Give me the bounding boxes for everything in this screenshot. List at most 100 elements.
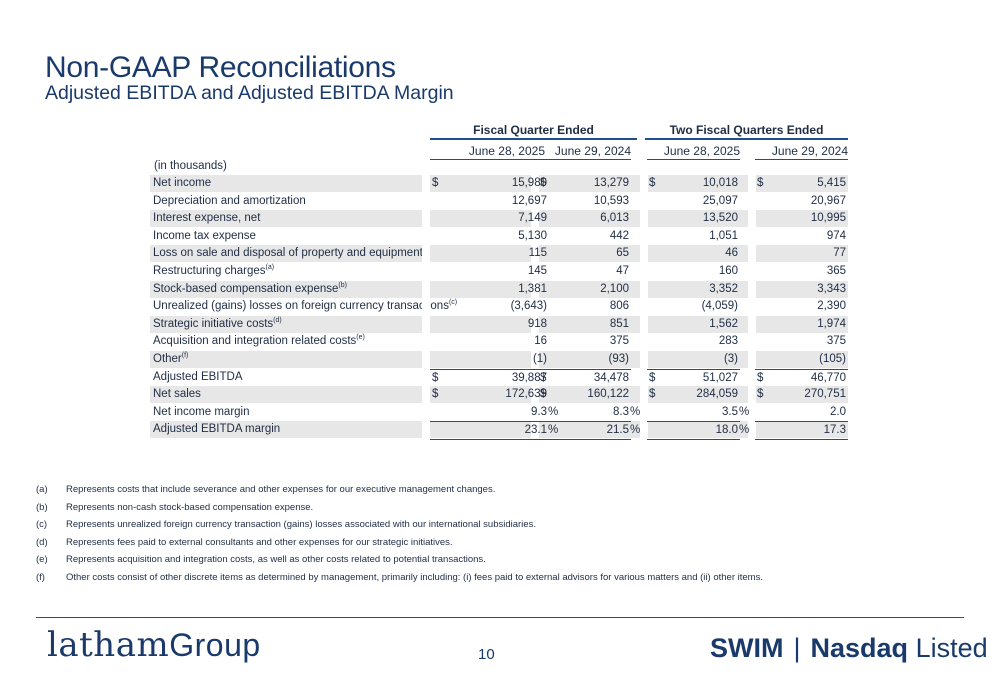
row-label-text: Adjusted EBITDA: [153, 370, 243, 383]
row-label: Unrealized (gains) losses on foreign cur…: [153, 298, 457, 315]
cell-value: 115: [528, 247, 547, 260]
cell-value: 851: [609, 317, 629, 330]
cell-value: 47: [616, 265, 629, 277]
table-cell: (93): [538, 351, 631, 368]
column-gap: [422, 298, 430, 316]
dollar-sign: $: [540, 371, 547, 384]
table-cell: 2,100: [538, 281, 631, 298]
footnote-key: (d): [36, 536, 48, 548]
table-cell: $13,279: [538, 175, 631, 192]
table-cell: 20,967: [755, 193, 848, 210]
table-row: Net income $15,980 $13,279 $10,018 $5,415: [150, 175, 848, 192]
row-label: Strategic initiative costs(d): [153, 316, 282, 333]
table-cell: 6,013: [538, 210, 631, 227]
dollar-sign: $: [540, 177, 547, 189]
cell-value: 18.0%: [716, 422, 750, 439]
table-row: Loss on sale and disposal of property an…: [150, 245, 848, 263]
row-label: Restructuring charges(a): [153, 263, 274, 280]
column-gap: [640, 368, 648, 386]
table-cell: $284,059: [647, 386, 740, 403]
column-gap: [640, 245, 648, 263]
column-gap: [422, 227, 430, 245]
table-cell: 283: [647, 333, 740, 350]
column-gap: [748, 280, 756, 298]
column-gap: [422, 351, 430, 368]
cell-value: 375: [826, 335, 846, 348]
cell-value: 6,013: [600, 212, 629, 225]
percent-sign: %: [630, 424, 641, 437]
footnote-text: Represents unrealized foreign currency t…: [66, 519, 536, 530]
column-gap: [531, 368, 539, 386]
column-gap: [748, 315, 756, 333]
column-gap: [531, 421, 539, 439]
table-cell: 974: [755, 228, 848, 245]
table-cell: 10,593: [538, 193, 631, 210]
cell-value: 145: [527, 265, 547, 277]
percent-sign: %: [548, 424, 559, 437]
cell-value: 3,343: [817, 282, 846, 295]
column-gap: [640, 315, 648, 333]
column-gap: [422, 175, 430, 192]
cell-value: 1,974: [817, 317, 846, 330]
footnote-key: (a): [36, 484, 48, 495]
cell-value: 1,051: [709, 229, 738, 242]
footnote-ref: (a): [265, 264, 275, 271]
latham-group-logo: lathamGroup: [47, 625, 261, 665]
cell-value: 10,018: [702, 177, 738, 189]
exchange-name: Nasdaq: [810, 633, 909, 663]
cell-value: 23.1%: [525, 422, 559, 439]
table-cell: 5,130: [430, 228, 549, 245]
footnote-text: Other costs consist of other discrete it…: [66, 571, 763, 583]
column-gap: [640, 280, 648, 298]
dollar-sign: $: [757, 177, 764, 189]
dollar-sign: $: [432, 371, 439, 384]
column-gap: [640, 333, 648, 351]
dollar-sign: $: [649, 388, 656, 401]
table-cell: 160: [647, 263, 740, 280]
table-cell: 18.0%: [647, 421, 750, 441]
logo-main: latham: [47, 625, 170, 665]
cell-value: 9.3%: [531, 404, 558, 421]
row-label: Net sales: [153, 386, 201, 403]
table-cell: 2,390: [755, 298, 848, 315]
row-label-text: Strategic initiative costs: [153, 317, 274, 330]
cell-value: (93): [608, 353, 629, 365]
row-label-text: Income tax expense: [153, 229, 256, 242]
footnote-ref: (f): [181, 352, 189, 359]
cell-value: (3): [723, 353, 738, 365]
cell-value: 442: [609, 229, 629, 242]
table-row: Interest expense, net 7,149 6,013 13,520 10,…: [150, 210, 848, 228]
cell-value: 2,100: [600, 282, 629, 295]
footnote-ref: (e): [356, 334, 365, 342]
page-number: 10: [478, 646, 495, 663]
column-header: June 29, 2024: [755, 144, 848, 160]
column-gap: [640, 210, 648, 228]
column-gap: [422, 192, 430, 210]
cell-value: (3,643): [510, 300, 547, 313]
footnote-ref: (b): [338, 281, 347, 289]
row-label: Stock-based compensation expense(b): [153, 281, 347, 298]
table-cell: 25,097: [647, 193, 740, 210]
table-cell: 23.1%: [430, 421, 559, 441]
group-header-two-quarters: Two Fiscal Quarters Ended: [645, 122, 848, 140]
cell-value: 8.3%: [613, 404, 640, 421]
table-cell: $160,122: [538, 386, 631, 403]
table-cell: 375: [538, 333, 631, 350]
units-label: (in thousands): [154, 160, 227, 172]
column-header: June 28, 2025: [647, 144, 740, 160]
table-row: Other(f) (1) (93) (3) (105): [150, 351, 848, 368]
cell-value: (1): [532, 353, 547, 365]
table-cell: 3,352: [647, 281, 740, 298]
row-label-text: Stock-based compensation expense: [153, 282, 339, 295]
table-cell: (3): [647, 351, 740, 368]
table-cell: $5,415: [755, 175, 848, 192]
column-gap: [422, 333, 430, 351]
footnote-text: Represents costs that include severance …: [66, 484, 496, 495]
cell-value: 21.5%: [607, 422, 641, 439]
cell-value: 5,415: [817, 177, 846, 189]
dollar-sign: $: [649, 371, 656, 384]
column-gap: [531, 333, 539, 351]
cell-value: 270,751: [804, 388, 846, 401]
column-gap: [531, 280, 539, 298]
column-gap: [531, 210, 539, 228]
